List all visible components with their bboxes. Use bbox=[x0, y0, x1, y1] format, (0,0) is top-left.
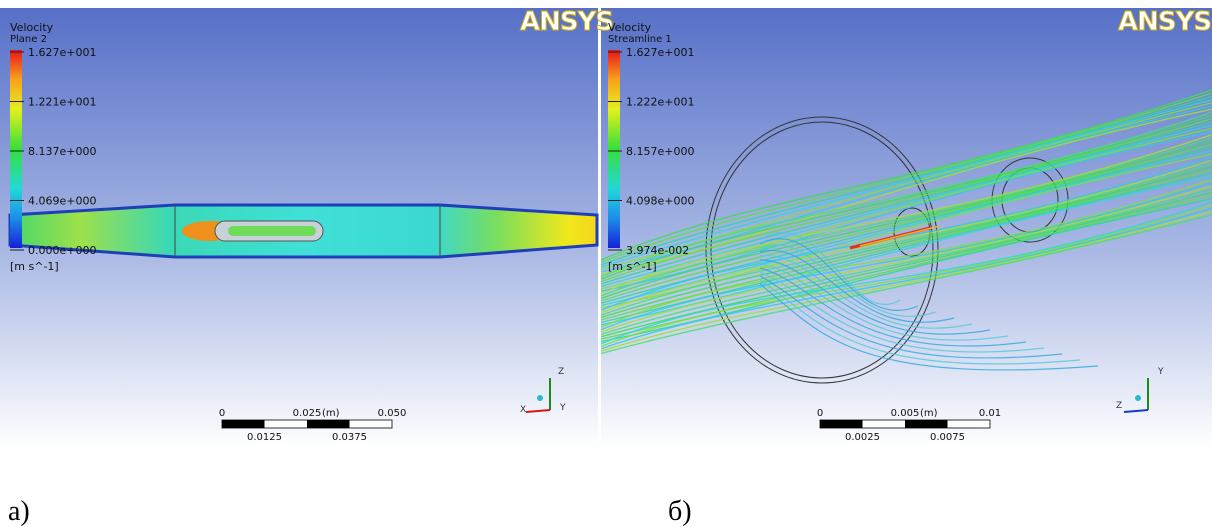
legend-label: 8.137e+000 bbox=[28, 145, 96, 158]
figure-canvas: VelocityPlane 21.627e+0011.221e+0018.137… bbox=[0, 0, 1212, 527]
inner-flow bbox=[228, 226, 316, 236]
axis-label: Z bbox=[1116, 401, 1122, 411]
scale-seg bbox=[307, 420, 350, 428]
axis-label: Z bbox=[558, 367, 564, 377]
scale-label: 0.0375 bbox=[332, 432, 367, 443]
scale-seg bbox=[905, 420, 948, 428]
axis-label: Y bbox=[1157, 367, 1164, 377]
legend-label: 1.627e+001 bbox=[28, 46, 96, 59]
legend-label: 8.157e+000 bbox=[626, 145, 694, 158]
figure: VelocityPlane 21.627e+0011.221e+0018.137… bbox=[0, 0, 1212, 527]
legend-label: 1.222e+001 bbox=[626, 96, 694, 109]
scale-label: 0.0125 bbox=[247, 432, 282, 443]
ansys-logo: ANSYS bbox=[1118, 7, 1211, 37]
scale-label: 0.01 bbox=[979, 408, 1001, 419]
axis-origin bbox=[1135, 395, 1141, 401]
legend-label: 3.974e-002 bbox=[626, 244, 689, 257]
scale-label: (m) bbox=[920, 408, 938, 419]
scale-label: 0.005 bbox=[891, 408, 920, 419]
scale-seg bbox=[222, 420, 265, 428]
scale-label: 0 bbox=[817, 408, 823, 419]
scale-seg bbox=[820, 420, 863, 428]
axis-label: X bbox=[520, 405, 526, 415]
legend-label: 1.627e+001 bbox=[626, 46, 694, 59]
axis-origin bbox=[537, 395, 543, 401]
scale-label: 0.025 bbox=[293, 408, 322, 419]
caption: б) bbox=[668, 496, 692, 527]
scale-label: 0.0025 bbox=[845, 432, 880, 443]
legend-label: 1.221e+001 bbox=[28, 96, 96, 109]
scale-label: (m) bbox=[322, 408, 340, 419]
axis-label: Y bbox=[559, 403, 566, 413]
caption: а) bbox=[8, 496, 30, 527]
color-bar bbox=[608, 50, 620, 248]
legend-variable: Velocity bbox=[608, 21, 652, 34]
legend-unit: [m s^-1] bbox=[608, 260, 657, 273]
color-bar bbox=[10, 50, 22, 248]
legend-location: Plane 2 bbox=[10, 34, 47, 45]
legend-label: 4.098e+000 bbox=[626, 195, 694, 208]
legend-label: 4.069e+000 bbox=[28, 195, 96, 208]
legend-variable: Velocity bbox=[10, 21, 54, 34]
nozzle-geometry bbox=[10, 205, 597, 257]
scale-label: 0 bbox=[219, 408, 225, 419]
legend-unit: [m s^-1] bbox=[10, 260, 59, 273]
ansys-logo: ANSYS bbox=[520, 7, 613, 37]
legend-location: Streamline 1 bbox=[608, 34, 672, 45]
scale-label: 0.050 bbox=[378, 408, 407, 419]
legend-label: 0.000e+000 bbox=[28, 244, 96, 257]
scale-label: 0.0075 bbox=[930, 432, 965, 443]
